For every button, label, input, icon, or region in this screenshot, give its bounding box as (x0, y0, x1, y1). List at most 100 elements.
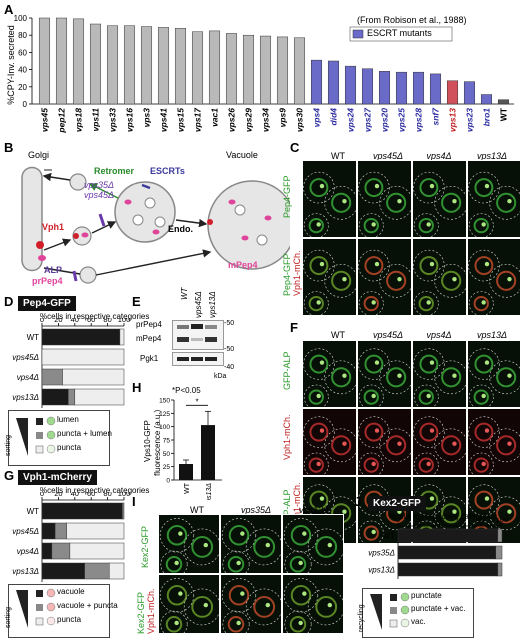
panel-label-c: C (290, 140, 300, 155)
panel-d-axis-title: %cells in respective categories (40, 312, 150, 321)
chart-bar-segment (495, 545, 503, 560)
i-col-vps35: vps35Δ (240, 505, 272, 515)
chart-h-bar (179, 464, 193, 480)
panel-g-legend-2: vacuole + puncta (57, 601, 118, 610)
chart-h-ytick-label: 0 (166, 478, 170, 485)
chart-xtick-label: 0 (40, 492, 44, 498)
chart-ytick-label: vps13Δ (12, 393, 39, 402)
chart-a-bar (361, 68, 374, 105)
chart-bar-segment (62, 368, 125, 386)
escrt-mark (141, 183, 151, 190)
e-row-mpep4: mPep4 (136, 334, 162, 343)
micrograph-tile (302, 340, 357, 408)
micrograph-tile (302, 160, 357, 238)
chart-ytick-label: vps35Δ (368, 549, 395, 558)
panel-g-sorting: sorting (5, 606, 12, 628)
retromer-arrow (88, 183, 119, 199)
chart-a-bar (191, 31, 204, 105)
f-col-vps45: vps45Δ (372, 330, 404, 340)
chart-xtick-label: 60 (87, 492, 95, 498)
endosome-compartment (114, 181, 176, 243)
vesicle (79, 266, 97, 284)
chart-bar-segment (41, 522, 56, 540)
arrow (175, 218, 208, 228)
micrograph-tile (282, 514, 344, 574)
chart-xtick-label: 20 (415, 518, 423, 524)
chart-a-bar (225, 33, 238, 105)
panel-label-h: H (132, 380, 142, 395)
chart-bar-segment (122, 502, 125, 520)
panel-d-sorting: sorting (5, 434, 12, 456)
chart-a-bar (395, 71, 408, 105)
panel-g-legend-3: puncta (57, 615, 82, 624)
chart-h-bar (201, 425, 215, 480)
panel-label-a: A (4, 2, 14, 17)
arrow (95, 249, 212, 276)
panel-g-legend-1: vacuole (57, 587, 85, 596)
cargo-dot (38, 255, 46, 261)
chart-h-ytick-label: 150 (159, 398, 170, 405)
f-col-vps4: vps4Δ (426, 330, 452, 340)
e-col-vps45: vps45Δ (194, 291, 203, 318)
panel-g-title: Vph1-mCherry (18, 470, 97, 485)
chart-a-legend-swatch (352, 29, 364, 39)
chart-ytick-label: vps4Δ (17, 547, 39, 556)
chart-xtick-label: 80 (477, 518, 485, 524)
chart-bar-segment (51, 542, 71, 560)
e-col-vps13: vps13Δ (208, 291, 217, 318)
block-mark (98, 213, 106, 227)
chart-a-bar (480, 94, 493, 105)
chart-a-xtick-label: vps18 (74, 108, 84, 132)
chart-a-bars (38, 17, 510, 105)
chart-a-bar (412, 71, 425, 105)
vesicle (69, 173, 87, 191)
chart-bar-segment (41, 348, 125, 366)
arrow (42, 172, 71, 182)
chart-a-xtick-label: vps29 (244, 108, 254, 132)
chart-j: 0 20 40 60 80 100 WT vps35Δ vps13Δ (368, 518, 508, 579)
chart-a-xtick-label: did4 (329, 108, 339, 126)
chart-bar-segment (84, 562, 110, 580)
sorting-wedge (16, 418, 28, 456)
ilv (256, 234, 268, 246)
chart-a-legend-label: ESCRT mutants (367, 28, 432, 38)
panel-d-title: Pep4-GFP (18, 296, 76, 311)
blot-upper (172, 320, 224, 350)
c-col-vps45: vps45Δ (372, 151, 404, 161)
micrograph-tile (467, 238, 520, 316)
chart-a-xtick-label: vps15 (176, 108, 186, 132)
cargo-dot (81, 232, 89, 238)
chart-bar-segment (41, 502, 123, 520)
golgi-compartment (21, 166, 43, 272)
panel-j-legend-box (362, 588, 474, 638)
chart-bar-segment (397, 562, 499, 577)
panel-j-recycling: recycling (358, 604, 365, 632)
f-col-vps13: vps13Δ (476, 330, 508, 340)
micrograph-tile (412, 160, 467, 238)
chart-h: 0 25 50 75 100 125 150 WT vps13Δ * (159, 397, 222, 500)
chart-a-xtick-label: vps27 (363, 107, 373, 132)
legend-swatch (36, 418, 43, 425)
panel-j-title: Kex2-GFP (368, 496, 426, 511)
chart-ytick-label: vps45Δ (12, 527, 39, 536)
cargo-dot (228, 199, 236, 205)
micrograph-tile (412, 408, 467, 476)
chart-xtick-label: 80 (103, 492, 111, 498)
panel-d-legend-3: puncta (57, 443, 82, 452)
panel-g-legend (16, 588, 56, 628)
panel-a-source-note: (From Robison et al., 1988) (357, 15, 467, 25)
micrograph-tile (467, 340, 520, 408)
chart-a-xtick-label: vps11 (91, 108, 101, 132)
label-golgi: Golgi (28, 150, 50, 160)
chart-bar-segment (69, 542, 125, 560)
chart-a-bar (344, 65, 357, 105)
chart-bar-segment (108, 562, 125, 580)
micrograph-tile (357, 238, 412, 316)
e-marker-2: -50 (224, 346, 235, 353)
chart-bar-segment (41, 562, 85, 580)
label-endo: Endo. (168, 224, 193, 234)
chart-xtick-label: 80 (103, 318, 111, 324)
chart-a-ytick-label: 60 (18, 48, 27, 57)
chart-a-xtick-label: vps34 (261, 108, 271, 132)
micrograph-tile (467, 408, 520, 476)
